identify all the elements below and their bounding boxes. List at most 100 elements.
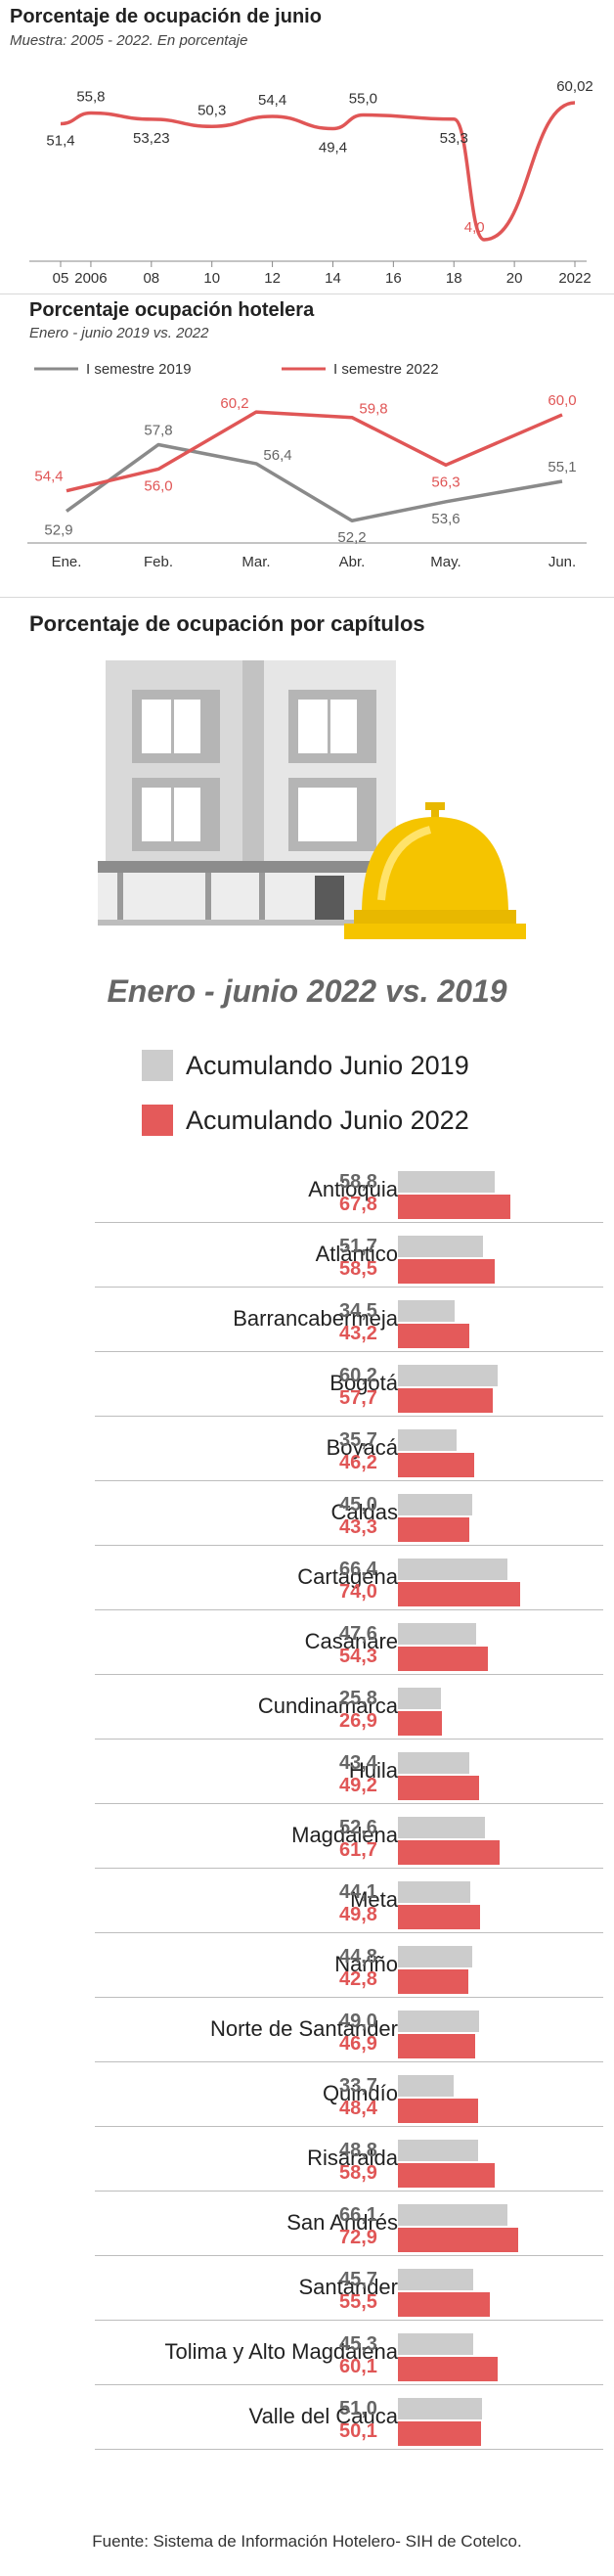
legend-swatch-2022 — [142, 1105, 173, 1136]
value-label-2019: 51,0 — [339, 2398, 377, 2419]
row-label: Barrancabermeja — [233, 1306, 398, 1331]
x-tick-label: 14 — [325, 270, 341, 287]
value-label-2022: 58,9 — [339, 2162, 377, 2184]
bar-2019 — [398, 1236, 484, 1257]
chart2-title: Porcentaje ocupación hotelera — [29, 299, 315, 321]
reception-bell-icon — [344, 802, 526, 939]
row-label: Cundinamarca — [257, 1694, 398, 1718]
bar-2019 — [398, 2398, 483, 2419]
table-row: Antioquia 58,8 67,8 — [95, 1157, 603, 1223]
bar-2022 — [398, 1259, 495, 1284]
row-label: Quindío — [322, 2081, 398, 2105]
row-label: Risaralda — [307, 2146, 398, 2170]
table-row: Huila 43,4 49,2 — [95, 1739, 603, 1804]
value-label-2022: 26,9 — [339, 1710, 377, 1732]
value-label-2022: 55,5 — [339, 2291, 377, 2313]
bar-2019 — [398, 1494, 472, 1515]
bar-2019 — [398, 1688, 441, 1709]
data-label-2022: 56,3 — [431, 474, 460, 490]
bar-2019 — [398, 2269, 474, 2290]
value-label-2022: 57,7 — [339, 1387, 377, 1409]
bar-2019 — [398, 2075, 454, 2097]
table-row: Casanare 47,6 54,3 — [95, 1609, 603, 1675]
bar-2019 — [398, 1817, 485, 1838]
value-label-2019: 45,7 — [339, 2269, 377, 2290]
value-label-2022: 61,7 — [339, 1839, 377, 1861]
row-label: San Andrés — [286, 2210, 398, 2235]
table-row: Barrancabermeja 34,5 43,2 — [95, 1287, 603, 1352]
data-label-2019: 52,9 — [44, 522, 72, 539]
chart1-subtitle: Muestra: 2005 - 2022. En porcentaje — [10, 32, 248, 49]
chart1-title: Porcentaje de ocupación de junio — [10, 6, 322, 27]
table-row: Meta 44,1 49,8 — [95, 1868, 603, 1933]
bar-2022 — [398, 1776, 480, 1800]
data-label-2019: 52,2 — [337, 529, 366, 546]
chart3-subtitle: Enero - junio 2022 vs. 2019 — [107, 973, 507, 1009]
bar-2022 — [398, 1453, 475, 1477]
value-label-2019: 51,7 — [339, 1236, 377, 1257]
data-label-2019: 55,1 — [548, 459, 576, 475]
value-label-2022: 43,3 — [339, 1516, 377, 1538]
x-tick-label: Feb. — [144, 554, 173, 570]
bar-2022 — [398, 2292, 490, 2317]
table-row: Nariño 44,8 42,8 — [95, 1932, 603, 1998]
table-row: Tolima y Alto Magdalena 45,3 60,1 — [95, 2320, 603, 2385]
bar-2022 — [398, 2357, 498, 2381]
value-label-2019: 44,1 — [339, 1881, 377, 1903]
legend-label-2022: I semestre 2022 — [333, 361, 439, 378]
value-label-2022: 67,8 — [339, 1194, 377, 1215]
data-label: 60,02 — [556, 78, 593, 95]
bar-2019 — [398, 1559, 508, 1580]
value-label-2022: 74,0 — [339, 1581, 377, 1603]
value-label-2022: 60,1 — [339, 2356, 377, 2377]
bar-2022 — [398, 2228, 519, 2252]
value-label-2019: 66,1 — [339, 2204, 377, 2226]
data-label-2022: 54,4 — [34, 469, 63, 485]
value-label-2019: 33,7 — [339, 2075, 377, 2097]
data-label: 4,0 — [464, 219, 485, 236]
bar-2022 — [398, 1582, 520, 1606]
bar-2019 — [398, 1365, 498, 1386]
series-line-2019 — [65, 442, 563, 522]
bar-2022 — [398, 1840, 501, 1865]
table-row: San Andrés 66,1 72,9 — [95, 2191, 603, 2256]
hotel-building-icon — [98, 660, 396, 926]
data-label: 50,3 — [197, 102, 226, 118]
data-label: 53,23 — [133, 130, 170, 147]
bar-2019 — [398, 2333, 473, 2355]
table-row: Boyacá 35,7 46,2 — [95, 1416, 603, 1481]
value-label-2022: 58,5 — [339, 1258, 377, 1280]
row-label: Cartagena — [297, 1564, 398, 1589]
table-row: Bogotá 60,2 57,7 — [95, 1351, 603, 1417]
x-tick-label: Mar. — [241, 554, 270, 570]
table-row: Cundinamarca 25,8 26,9 — [95, 1674, 603, 1740]
bar-2022 — [398, 1324, 469, 1348]
table-row: Magdalena 52,6 61,7 — [95, 1803, 603, 1869]
divider — [0, 597, 614, 598]
bar-2022 — [398, 2034, 476, 2058]
value-label-2019: 47,6 — [339, 1623, 377, 1645]
bar-2019 — [398, 1752, 470, 1774]
data-label-2019: 57,8 — [144, 422, 172, 438]
chart2-subtitle: Enero - junio 2019 vs. 2022 — [29, 325, 209, 341]
value-label-2019: 35,7 — [339, 1429, 377, 1451]
value-label-2019: 48,8 — [339, 2140, 377, 2161]
row-label: Antioquia — [308, 1177, 398, 1201]
row-label: Casanare — [304, 1629, 398, 1653]
value-label-2019: 66,4 — [339, 1559, 377, 1580]
data-label-2019: 53,6 — [431, 511, 460, 527]
chart3-title: Porcentaje de ocupación por capítulos — [29, 611, 425, 636]
x-tick-label: 2022 — [558, 270, 591, 287]
row-label: Norte de Santander — [209, 2016, 398, 2041]
table-row: Atlántico 51,7 58,5 — [95, 1222, 603, 1288]
bar-2019 — [398, 1946, 472, 1967]
value-label-2019: 60,2 — [339, 1365, 377, 1386]
bar-2019 — [398, 1881, 471, 1903]
row-label: Santander — [298, 2275, 398, 2299]
value-label-2019: 43,4 — [339, 1752, 377, 1774]
bar-2019 — [398, 2011, 479, 2032]
series-line-2022 — [66, 410, 563, 493]
value-label-2019: 34,5 — [339, 1300, 377, 1322]
bar-2022 — [398, 1969, 469, 1994]
row-label: Bogotá — [329, 1371, 398, 1395]
